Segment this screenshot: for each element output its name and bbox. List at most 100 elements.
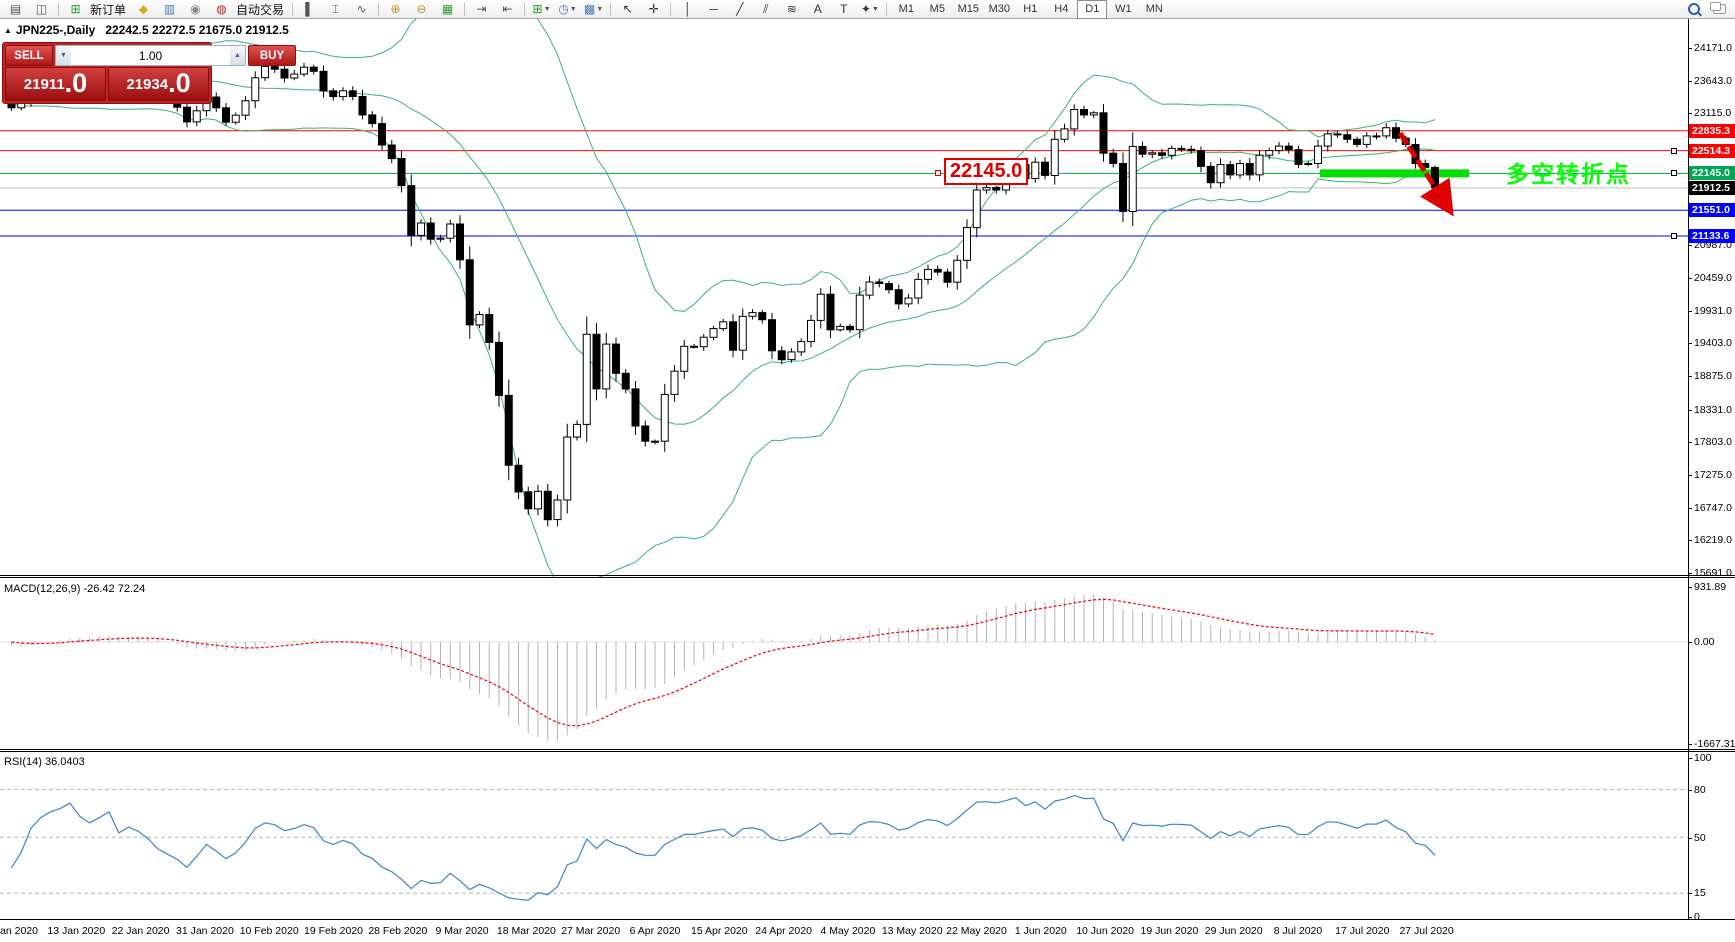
chat-button[interactable] (1707, 0, 1732, 19)
timeframe-m1-button[interactable]: M1 (898, 3, 914, 15)
timeframe-m5-button[interactable]: M5 (929, 3, 945, 15)
price-level-label-21133.6: 21133.6 (1689, 229, 1735, 244)
new-order-label[interactable]: 新订单 (90, 2, 127, 17)
zoom-in-icon: ⊕ (390, 1, 401, 16)
timeframe-d1-button[interactable]: D1 (1077, 0, 1108, 19)
draw-arrows-icon: ✦ (860, 1, 871, 16)
market-watch-button[interactable]: ◫ (29, 0, 54, 19)
date-axis-label: 1 Jun 2020 (1014, 925, 1067, 937)
ohlc-values: 22242.5 22272.5 21675.0 21912.5 (105, 23, 289, 37)
candlestick-mode-button[interactable]: ⌶ (323, 0, 348, 19)
date-axis-label: 15 Apr 2020 (690, 925, 748, 937)
bollinger-middle (11, 77, 1436, 425)
new-order-button[interactable]: ⊞ (63, 0, 88, 19)
one-click-trading-panel: SELL ▼ ▲ BUY 21911.0 21934.0 (2, 42, 296, 104)
timeframe-h4-button[interactable]: H4 (1054, 3, 1069, 15)
bar-chart-mode-button[interactable]: ▌ (297, 0, 322, 19)
rsi-axis-label: 100 (1694, 752, 1712, 764)
turning-point-note[interactable]: 多空转折点 (1506, 161, 1631, 187)
date-axis-label: 6 Apr 2020 (629, 925, 681, 937)
timeframe-m15-button[interactable]: M15 (957, 3, 980, 15)
buy-price-tile[interactable]: 21934.0 (108, 67, 209, 101)
bollinger-upper (11, 19, 1436, 312)
sell-button[interactable]: SELL (5, 45, 53, 66)
rsi-line (10, 794, 1436, 901)
rsi-pane[interactable] (0, 752, 1688, 919)
template-selector-icon: ▩ (584, 1, 596, 16)
metaeditor-button[interactable]: ▥ (157, 0, 182, 19)
draw-text-button[interactable]: A (805, 0, 830, 19)
chart-shift-button[interactable]: ⇤ (495, 0, 520, 19)
draw-trendline-button[interactable]: ╱ (727, 0, 752, 19)
cursor-button[interactable]: ↖ (615, 0, 640, 19)
period-selector-button[interactable]: ◷ ▼ (555, 0, 580, 19)
price-axis-tick-label: 19931.0 (1694, 304, 1732, 317)
draw-channel-button[interactable]: ⫽ (753, 0, 778, 19)
draw-vline-button[interactable]: │ (675, 0, 700, 19)
zoom-in-button[interactable]: ⊕ (383, 0, 408, 19)
price-axis-tick (1688, 48, 1692, 49)
rsi-label: RSI(14) 36.0403 (4, 756, 85, 768)
line-drag-handle[interactable] (1671, 147, 1677, 154)
zoom-out-button[interactable]: ⊖ (409, 0, 434, 19)
price-level-label-22514.3: 22514.3 (1689, 143, 1735, 158)
draw-label-button[interactable]: T (831, 0, 856, 19)
price-level-text-box[interactable]: 22145.0 (944, 158, 1029, 185)
chat-icon (1710, 2, 1726, 14)
line-chart-mode-button[interactable]: ∿ (349, 0, 374, 19)
auto-trading-label[interactable]: 自动交易 (236, 2, 285, 17)
buy-button[interactable]: BUY (248, 45, 296, 66)
rsi-axis-label: 80 (1694, 784, 1706, 796)
crosshair-button[interactable]: ✛ (641, 0, 666, 19)
add-indicator-button[interactable]: ⊞ ▼ (529, 0, 554, 19)
timeframe-m30-button[interactable]: M30 (988, 3, 1011, 15)
pane-splitter[interactable] (0, 751, 1735, 752)
toolbar-separator (524, 2, 526, 16)
one-click-collapse-icon[interactable]: ▲ (4, 26, 12, 35)
price-axis-line[interactable] (1688, 19, 1689, 919)
line-drag-handle[interactable] (1671, 170, 1677, 177)
rsi-axis-label: 15 (1694, 887, 1706, 899)
price-axis-tick (1688, 80, 1692, 82)
draw-fibonacci-button[interactable]: ≋ (779, 0, 804, 19)
text-box-handle[interactable] (935, 170, 941, 177)
template-selector-button[interactable]: ▩ ▼ (581, 0, 606, 19)
price-axis-tick-label: 18331.0 (1694, 403, 1732, 416)
auto-trading-button[interactable]: ◍ (209, 0, 234, 19)
pane-splitter[interactable] (0, 575, 1735, 576)
toolbar-separator (464, 2, 466, 16)
timeframe-h1-button[interactable]: H1 (1023, 3, 1038, 15)
auto-scroll-button[interactable]: ⇥ (469, 0, 494, 19)
toolbar-separator (886, 2, 888, 16)
deposit-button[interactable]: ◆ (131, 0, 156, 19)
charts-list-button[interactable]: ▤ (3, 0, 28, 19)
sell-price-main: 21911 (23, 76, 65, 93)
volume-decrease-button[interactable]: ▼ (56, 46, 71, 65)
signals-icon: ◉ (190, 1, 201, 16)
timeframe-w1-button[interactable]: W1 (1115, 3, 1132, 15)
pane-splitter[interactable] (0, 749, 1735, 750)
volume-input[interactable] (71, 46, 230, 65)
macd-pane[interactable] (0, 578, 1688, 748)
sell-price-tile[interactable]: 21911.0 (5, 67, 106, 101)
toolbar-separator (378, 2, 380, 16)
signals-button[interactable]: ◉ (183, 0, 208, 19)
search-button[interactable] (1681, 0, 1706, 19)
volume-increase-button[interactable]: ▲ (230, 46, 245, 65)
tile-windows-button[interactable]: ▦ (435, 0, 460, 19)
macd-signal-line (11, 598, 1436, 727)
date-axis-label: 13 May 2020 (881, 925, 943, 937)
auto-scroll-icon: ⇥ (476, 1, 487, 16)
macd-histogram (11, 594, 1436, 742)
timeframe-mn-button[interactable]: MN (1145, 3, 1163, 15)
draw-arrows-button[interactable]: ✦ ▼ (857, 0, 882, 19)
rsi-axis-tick (1688, 790, 1692, 791)
pane-splitter[interactable] (0, 577, 1735, 578)
sell-arrow[interactable] (1397, 131, 1454, 217)
line-drag-handle[interactable] (1671, 233, 1677, 240)
draw-hline-button[interactable]: ─ (701, 0, 726, 19)
support-highlight-bar[interactable] (1320, 169, 1469, 178)
date-axis-label: 27 Jul 2020 (1399, 925, 1454, 937)
main-price-pane[interactable] (0, 19, 1688, 577)
buy-price-main: 21934 (126, 76, 169, 93)
